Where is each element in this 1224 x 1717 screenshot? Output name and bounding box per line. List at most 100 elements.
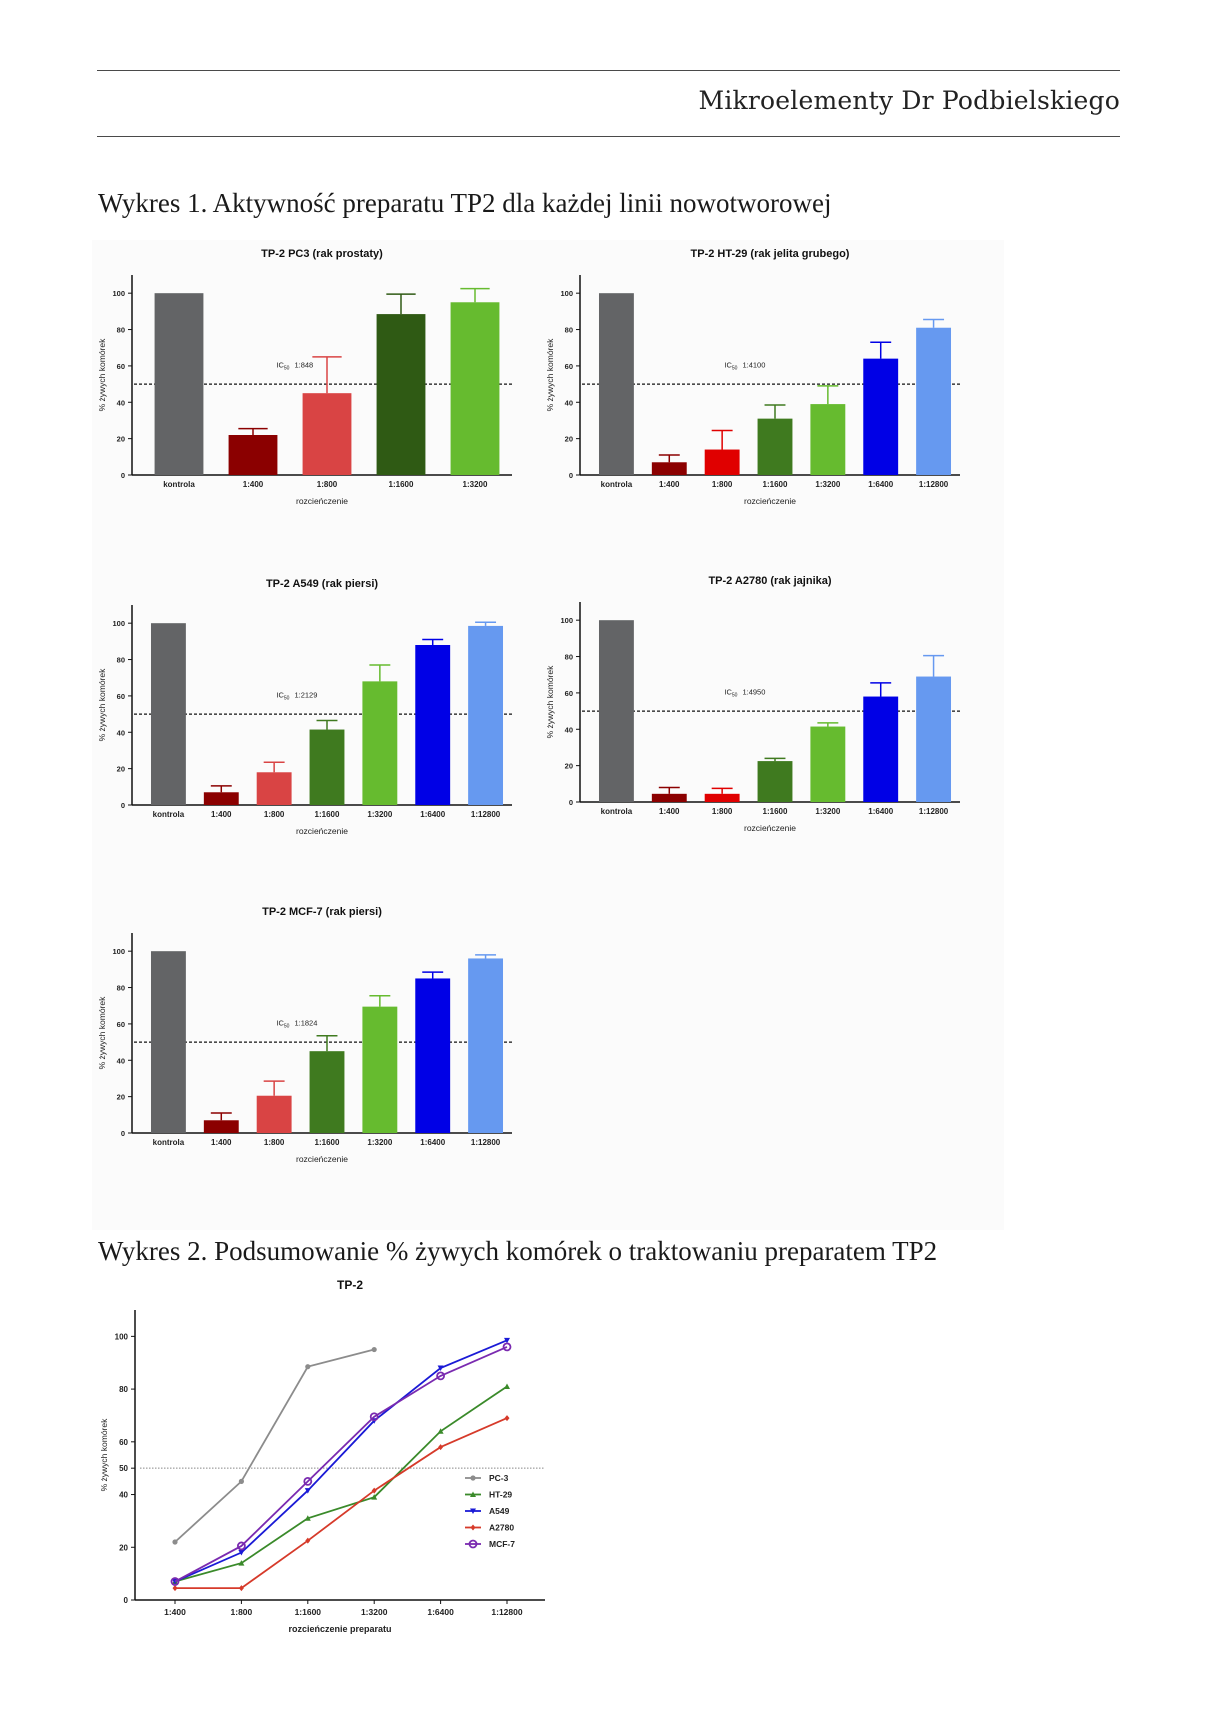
y-tick-label: 100 xyxy=(560,616,573,625)
ic50-annotation: IC50 1:1824 xyxy=(276,1019,317,1030)
x-axis-label: rozcieńczenie xyxy=(744,823,796,833)
data-point-A2780 xyxy=(238,1585,244,1592)
y-tick-label: 0 xyxy=(121,1129,125,1138)
ic50-annotation: IC50 1:2129 xyxy=(276,691,317,702)
x-tick-label: 1:800 xyxy=(264,1138,285,1147)
x-tick-label: 1:1600 xyxy=(295,1607,322,1617)
y-tick-label: 100 xyxy=(112,619,125,628)
chart-title: TP-2 MCF-7 (rak piersi) xyxy=(262,906,382,918)
series-line-A2780 xyxy=(175,1417,508,1590)
y-tick-label: 80 xyxy=(117,984,125,993)
y-axis-label: % żywych komórek xyxy=(97,996,107,1069)
data-point-A2780 xyxy=(305,1537,311,1544)
y-tick-label: 0 xyxy=(569,798,573,807)
bar-kontrola xyxy=(150,951,186,1133)
x-axis-label: rozcieńczenie xyxy=(744,496,796,506)
bar-chart-mcf7: TP-2 MCF-7 (rak piersi) 0 20 40 60 80 100 % żyw… xyxy=(97,906,512,1164)
ic50-annotation: IC50 1:848 xyxy=(276,361,313,372)
legend-marker-PC-3 xyxy=(470,1475,476,1481)
data-point-MCF-7 xyxy=(236,1541,246,1551)
bar-chart-pc3: TP-2 PC3 (rak prostaty) 0 20 40 60 80 100 % żyw… xyxy=(97,248,512,506)
legend-label: PC-3 xyxy=(489,1473,509,1483)
bar-1:6400 xyxy=(415,978,451,1133)
data-point-MCF-7 xyxy=(303,1476,313,1486)
x-tick-label: kontrola xyxy=(601,807,633,816)
header-top-rule xyxy=(97,70,1120,71)
legend-marker-MCF-7 xyxy=(468,1539,478,1549)
y-tick-label: 20 xyxy=(117,1093,125,1102)
y-tick-label: 100 xyxy=(112,947,125,956)
data-point-PC-3 xyxy=(172,1539,178,1545)
x-tick-label: 1:3200 xyxy=(815,807,840,816)
data-point-A549 xyxy=(238,1550,245,1556)
y-axis-label: % żywych komórek xyxy=(545,665,555,738)
x-tick-label: 1:12800 xyxy=(471,810,501,819)
bar-1:1600 xyxy=(757,418,793,475)
x-tick-label: 1:1600 xyxy=(315,810,340,819)
legend-label: HT-29 xyxy=(489,1490,512,1500)
y-tick-label: 40 xyxy=(119,1491,128,1500)
y-axis-label: % żywych komórek xyxy=(99,1418,109,1491)
data-point-MCF-7 xyxy=(502,1342,512,1352)
x-tick-label: 1:1600 xyxy=(763,807,788,816)
bar-1:3200 xyxy=(810,404,846,475)
bar-1:6400 xyxy=(863,358,899,475)
y-tick-label: 20 xyxy=(117,435,125,444)
x-tick-label: 1:400 xyxy=(211,1138,232,1147)
bar-1:400 xyxy=(203,1120,239,1133)
bar-1:800 xyxy=(256,772,292,805)
y-tick-label: 80 xyxy=(565,326,573,335)
x-axis-label: rozcieńczenie xyxy=(296,826,348,836)
bar-1:800 xyxy=(704,793,740,802)
bar-1:12800 xyxy=(468,958,504,1133)
bar-1:1600 xyxy=(309,729,345,805)
x-axis-label: rozcieńczenie xyxy=(296,496,348,506)
bar-1:3200 xyxy=(810,726,846,802)
series-line-A549 xyxy=(174,1339,508,1583)
bar-kontrola xyxy=(150,623,186,805)
data-point-PC-3 xyxy=(305,1364,311,1370)
x-tick-label: 1:12800 xyxy=(919,480,949,489)
y-tick-label: 40 xyxy=(117,1056,125,1065)
x-tick-label: 1:3200 xyxy=(815,480,840,489)
x-tick-label: 1:800 xyxy=(317,480,338,489)
y-tick-label: 100 xyxy=(560,289,573,298)
y-axis-label: % żywych komórek xyxy=(545,338,555,411)
ic50-annotation: IC50 1:4100 xyxy=(724,361,765,372)
data-point-HT-29 xyxy=(437,1428,444,1434)
y-axis-label: % żywych komórek xyxy=(97,338,107,411)
x-tick-label: 1:12800 xyxy=(919,807,949,816)
data-point-A549 xyxy=(437,1365,444,1371)
bar-1:1600 xyxy=(309,1051,345,1133)
bar-chart-a549: TP-2 A549 (rak piersi) 0 20 40 60 80 100 % żywy… xyxy=(97,578,512,836)
x-tick-label: 1:400 xyxy=(659,807,680,816)
bar-1:12800 xyxy=(916,327,952,475)
y-tick-label: 80 xyxy=(565,653,573,662)
x-tick-label: 1:6400 xyxy=(427,1607,454,1617)
y-tick-label: 60 xyxy=(565,362,573,371)
data-point-HT-29 xyxy=(304,1515,311,1521)
y-tick-label: 100 xyxy=(112,289,125,298)
legend-label: A549 xyxy=(489,1506,510,1516)
x-tick-label: 1:800 xyxy=(712,480,733,489)
x-tick-label: 1:1600 xyxy=(389,480,414,489)
bar-1:400 xyxy=(651,793,687,802)
bar-1:800 xyxy=(256,1095,292,1133)
data-point-A549 xyxy=(304,1488,311,1494)
chart-title: TP-2 xyxy=(337,1278,363,1292)
x-tick-label: 1:1600 xyxy=(315,1138,340,1147)
bar-1:1600 xyxy=(376,314,426,475)
x-tick-label: 1:6400 xyxy=(420,1138,445,1147)
bar-1:3200 xyxy=(362,681,398,805)
x-tick-label: 1:400 xyxy=(164,1607,186,1617)
x-tick-label: 1:12800 xyxy=(491,1607,522,1617)
x-tick-label: 1:3200 xyxy=(361,1607,388,1617)
x-axis-label: rozcieńczenie preparatu xyxy=(288,1624,391,1634)
chart-title: TP-2 A2780 (rak jajnika) xyxy=(708,575,831,587)
data-point-HT-29 xyxy=(371,1494,378,1500)
y-tick-label: 60 xyxy=(117,692,125,701)
bar-1:12800 xyxy=(916,676,952,802)
bar-1:3200 xyxy=(450,302,500,475)
legend-label: A2780 xyxy=(489,1523,514,1533)
x-tick-label: kontrola xyxy=(163,480,195,489)
